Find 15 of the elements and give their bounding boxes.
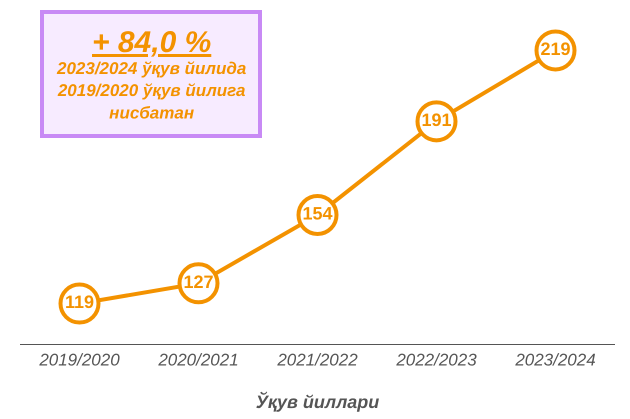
annotation: 2023/2024 ўқув йилида xyxy=(56,59,246,78)
data-label: 219 xyxy=(540,38,571,59)
x-tick-label: 2019/2020 xyxy=(38,350,120,370)
x-tick-label: 2023/2024 xyxy=(514,350,596,370)
data-label: 191 xyxy=(421,110,452,130)
x-tick-label: 2021/2022 xyxy=(276,350,358,370)
x-tick-label: 2020/2021 xyxy=(157,350,239,370)
annotation: нисбатан xyxy=(109,103,194,122)
data-label: 127 xyxy=(183,272,214,292)
annotation: 2019/2020 ўқув йилига xyxy=(56,81,246,100)
annotation: + 84,0 % xyxy=(92,26,212,59)
x-tick-label: 2022/2023 xyxy=(395,350,478,370)
data-label: 119 xyxy=(64,292,94,312)
x-axis-title: Ўқув йиллари xyxy=(256,391,380,412)
data-label: 154 xyxy=(302,203,333,224)
